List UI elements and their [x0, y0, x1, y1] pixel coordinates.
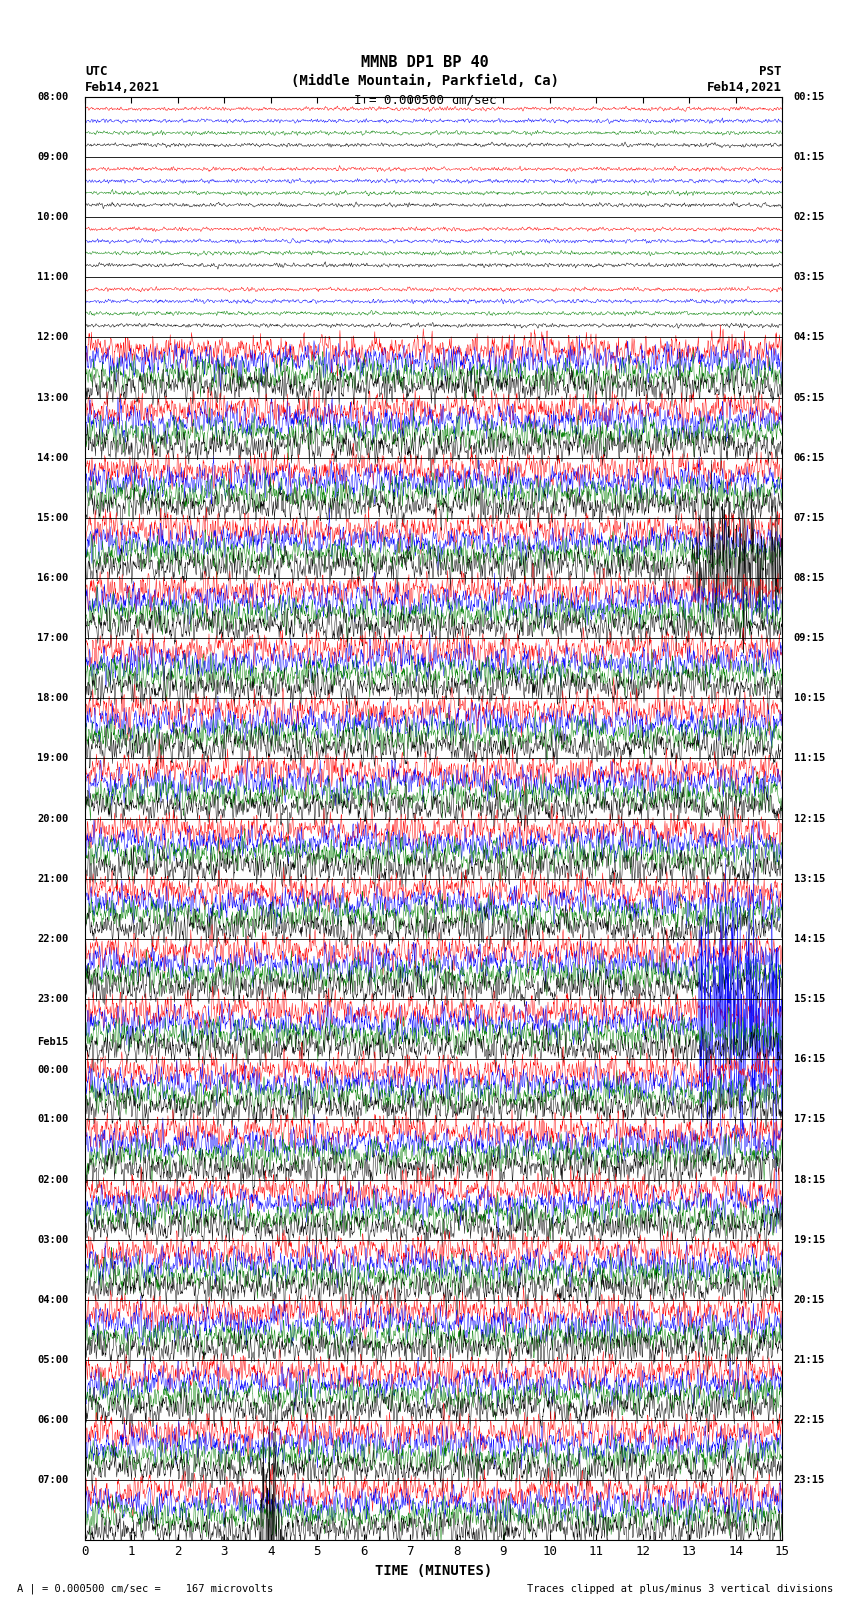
Text: 23:00: 23:00: [37, 994, 69, 1003]
Text: 11:00: 11:00: [37, 273, 69, 282]
Text: 06:15: 06:15: [794, 453, 824, 463]
Text: 11:15: 11:15: [794, 753, 824, 763]
Text: 15:15: 15:15: [794, 994, 824, 1003]
Text: 05:15: 05:15: [794, 392, 824, 403]
Text: 21:15: 21:15: [794, 1355, 824, 1365]
Text: 20:00: 20:00: [37, 813, 69, 824]
Text: 08:00: 08:00: [37, 92, 69, 102]
Text: 21:00: 21:00: [37, 874, 69, 884]
Text: 17:15: 17:15: [794, 1115, 824, 1124]
Text: 16:15: 16:15: [794, 1055, 824, 1065]
Text: 16:00: 16:00: [37, 573, 69, 582]
Text: UTC: UTC: [85, 65, 107, 77]
Text: 09:00: 09:00: [37, 152, 69, 161]
X-axis label: TIME (MINUTES): TIME (MINUTES): [375, 1565, 492, 1578]
Text: Feb14,2021: Feb14,2021: [707, 81, 782, 94]
Text: 07:00: 07:00: [37, 1476, 69, 1486]
Text: 12:00: 12:00: [37, 332, 69, 342]
Text: 19:00: 19:00: [37, 753, 69, 763]
Text: 18:15: 18:15: [794, 1174, 824, 1184]
Text: MMNB DP1 BP 40: MMNB DP1 BP 40: [361, 55, 489, 69]
Text: 01:15: 01:15: [794, 152, 824, 161]
Text: 10:15: 10:15: [794, 694, 824, 703]
Text: 06:00: 06:00: [37, 1415, 69, 1426]
Text: 08:15: 08:15: [794, 573, 824, 582]
Text: PST: PST: [760, 65, 782, 77]
Text: 00:15: 00:15: [794, 92, 824, 102]
Text: 02:00: 02:00: [37, 1174, 69, 1184]
Text: 04:00: 04:00: [37, 1295, 69, 1305]
Text: 23:15: 23:15: [794, 1476, 824, 1486]
Text: 22:15: 22:15: [794, 1415, 824, 1426]
Text: 07:15: 07:15: [794, 513, 824, 523]
Text: Feb14,2021: Feb14,2021: [85, 81, 160, 94]
Text: 01:00: 01:00: [37, 1115, 69, 1124]
Text: 03:00: 03:00: [37, 1234, 69, 1245]
Text: 05:00: 05:00: [37, 1355, 69, 1365]
Text: 14:00: 14:00: [37, 453, 69, 463]
Text: 20:15: 20:15: [794, 1295, 824, 1305]
Text: 22:00: 22:00: [37, 934, 69, 944]
Text: 17:00: 17:00: [37, 634, 69, 644]
Text: 10:00: 10:00: [37, 211, 69, 223]
Text: 04:15: 04:15: [794, 332, 824, 342]
Text: 18:00: 18:00: [37, 694, 69, 703]
Text: 12:15: 12:15: [794, 813, 824, 824]
Text: 13:15: 13:15: [794, 874, 824, 884]
Text: (Middle Mountain, Parkfield, Ca): (Middle Mountain, Parkfield, Ca): [291, 74, 559, 89]
Text: I = 0.000500 cm/sec: I = 0.000500 cm/sec: [354, 94, 496, 106]
Text: Feb15: Feb15: [37, 1037, 69, 1047]
Text: 03:15: 03:15: [794, 273, 824, 282]
Text: 09:15: 09:15: [794, 634, 824, 644]
Text: 15:00: 15:00: [37, 513, 69, 523]
Text: 13:00: 13:00: [37, 392, 69, 403]
Text: Traces clipped at plus/minus 3 vertical divisions: Traces clipped at plus/minus 3 vertical …: [527, 1584, 833, 1594]
Text: 00:00: 00:00: [37, 1065, 69, 1074]
Text: 19:15: 19:15: [794, 1234, 824, 1245]
Text: 02:15: 02:15: [794, 211, 824, 223]
Text: A | = 0.000500 cm/sec =    167 microvolts: A | = 0.000500 cm/sec = 167 microvolts: [17, 1582, 273, 1594]
Text: 14:15: 14:15: [794, 934, 824, 944]
